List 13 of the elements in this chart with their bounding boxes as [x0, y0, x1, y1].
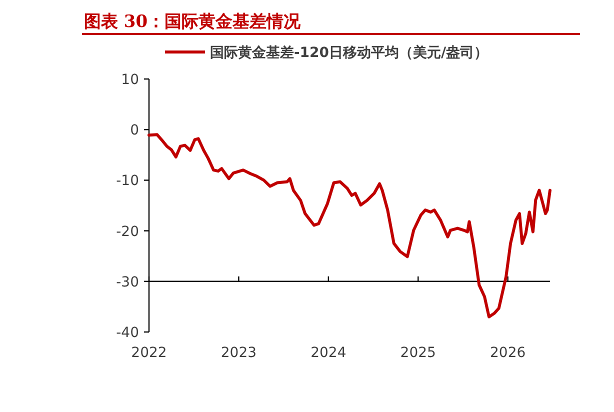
x-tick-label: 2024 — [310, 345, 346, 361]
x-tick-label: 2022 — [131, 345, 167, 361]
y-tick-label: -40 — [116, 325, 139, 341]
legend-label: 国际黄金基差-120日移动平均（美元/盎司） — [210, 44, 488, 61]
chart-title: 图表 30：国际黄金基差情况 — [84, 12, 302, 32]
y-tick-label: 0 — [130, 122, 139, 139]
x-tick-label: 2026 — [490, 345, 526, 361]
y-tick-label: -10 — [116, 173, 139, 190]
y-tick-label: 10 — [121, 72, 139, 88]
y-tick-label: -30 — [116, 274, 139, 290]
y-tick-label: -20 — [116, 224, 139, 240]
x-tick-label: 2025 — [400, 345, 436, 361]
x-tick-label: 2023 — [220, 345, 257, 361]
